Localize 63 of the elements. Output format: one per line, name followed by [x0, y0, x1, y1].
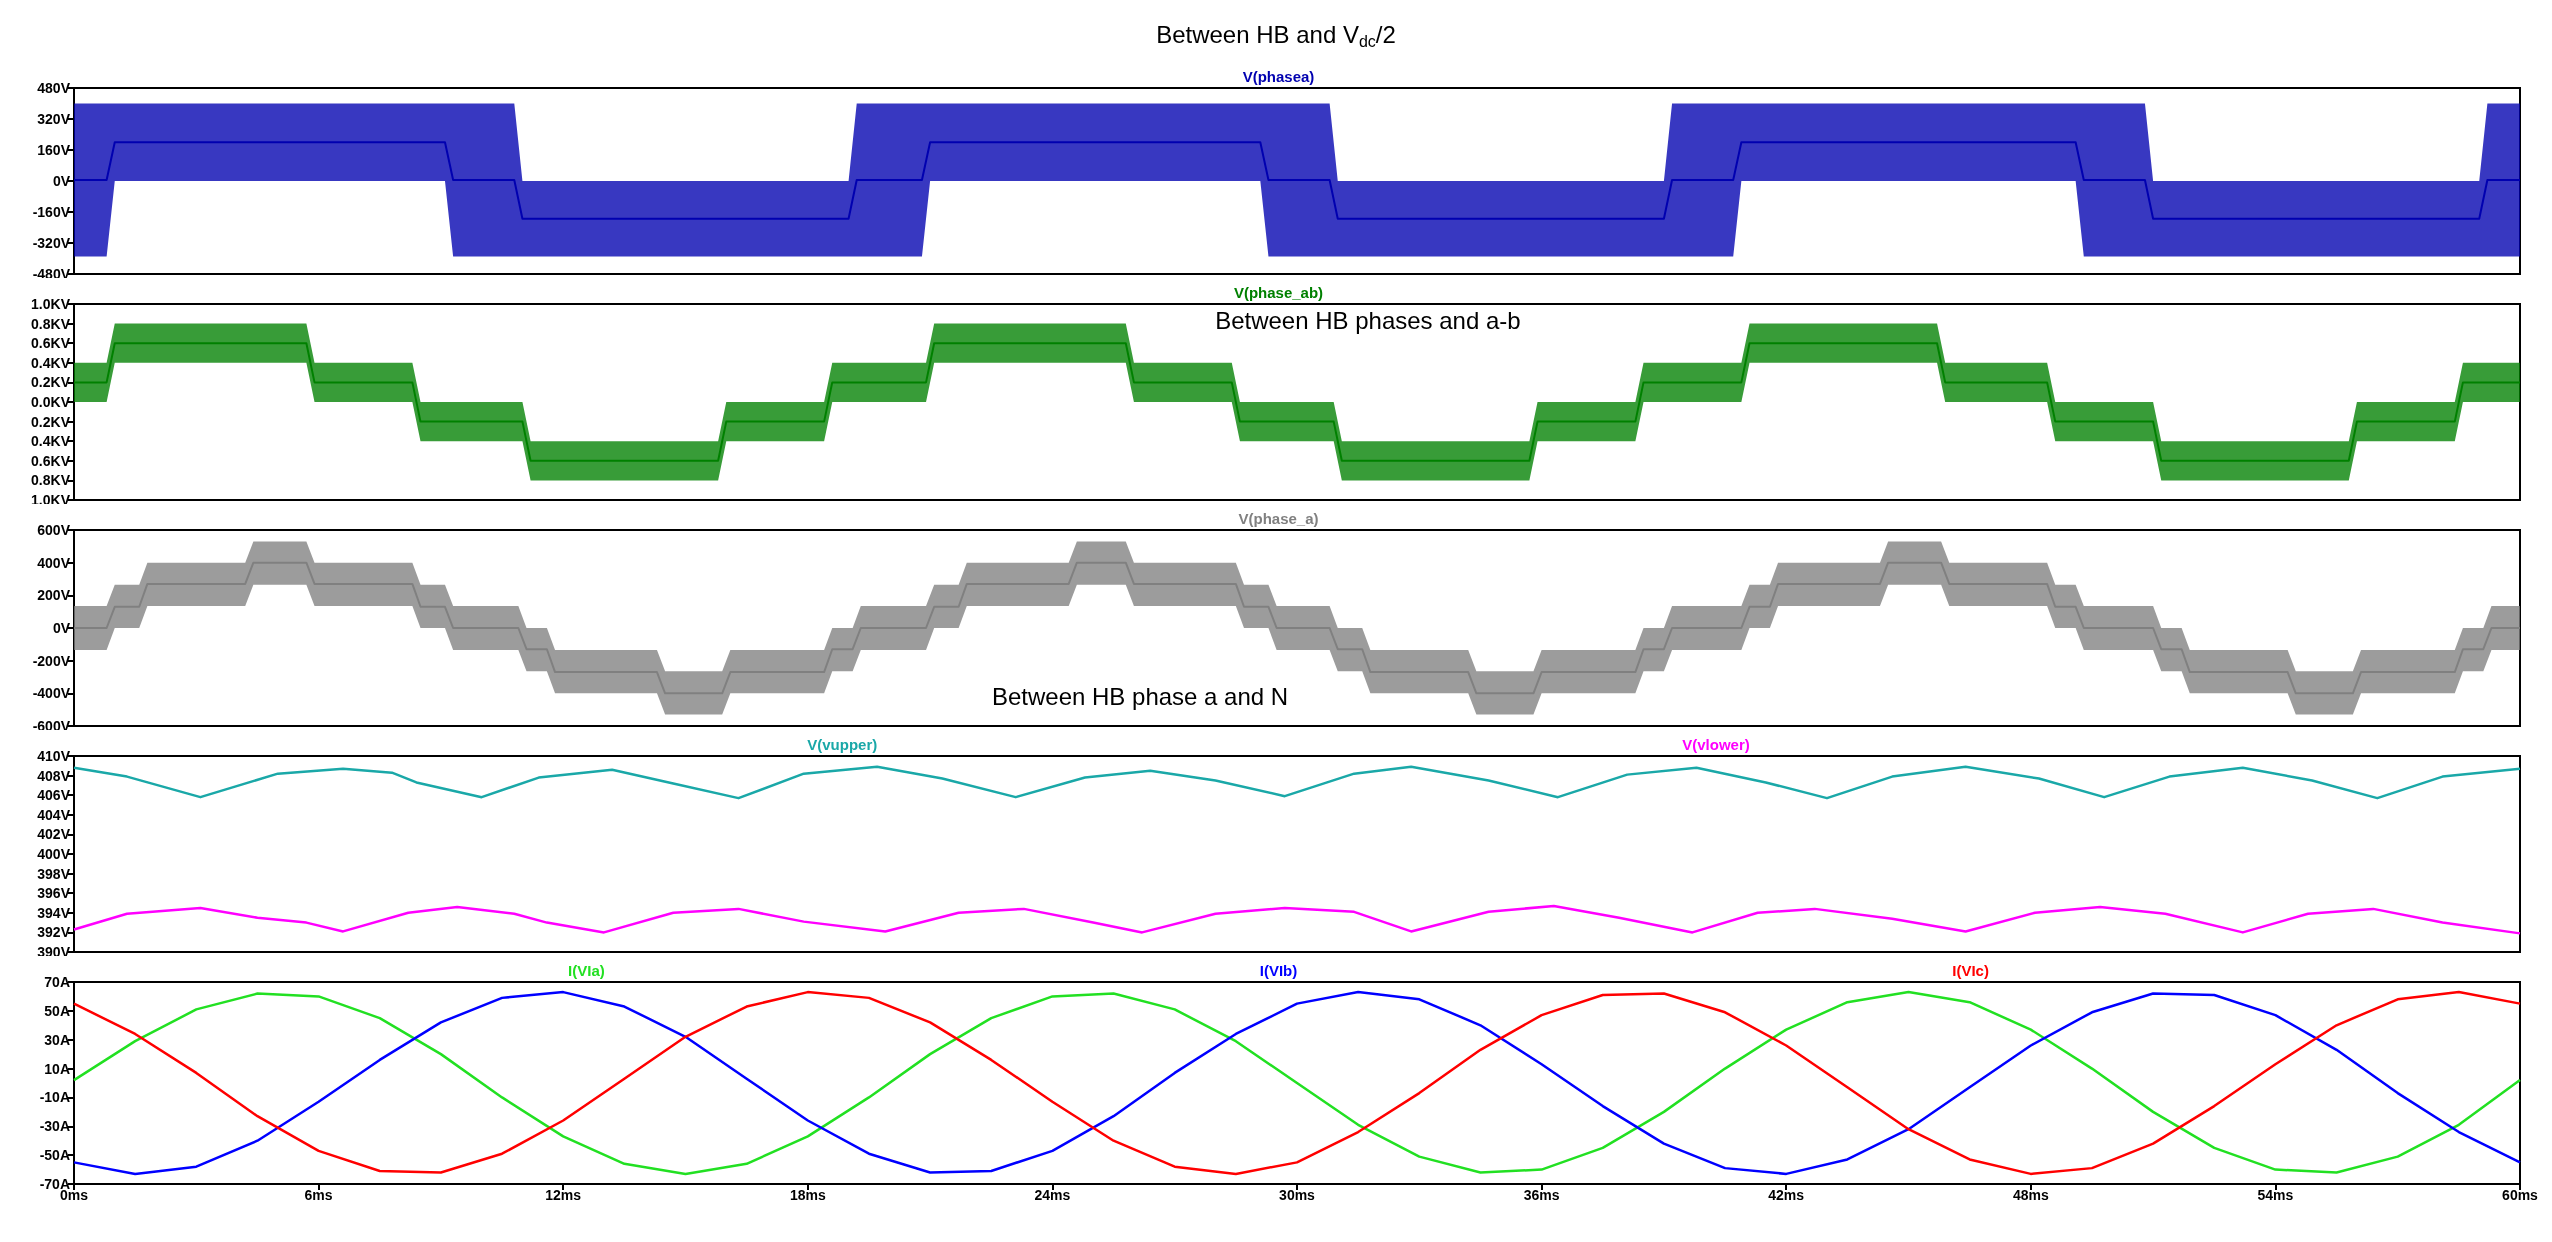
- y-tick-label: 400V: [37, 554, 71, 571]
- y-tick-label: -10A: [39, 1089, 70, 1106]
- y-tick-label: 394V: [37, 904, 71, 921]
- y-tick-label: 600V: [37, 522, 71, 538]
- x-tick-label: 36ms: [1523, 1187, 1560, 1203]
- y-tick-label: 0V: [52, 173, 71, 189]
- y-tick-label: 398V: [37, 865, 71, 882]
- line-series: [72, 765, 2522, 800]
- y-tick-label: -320V: [32, 235, 71, 251]
- x-tick-label: 54ms: [2257, 1187, 2294, 1203]
- y-tick-label: 0.4KV: [31, 354, 71, 371]
- y-tick-label: 30A: [44, 1031, 70, 1048]
- y-tick-label: -50A: [39, 1147, 70, 1164]
- y-tick-label: 408V: [37, 767, 71, 784]
- x-tick-label: 12ms: [545, 1187, 582, 1203]
- y-tick-label: 0.2KV: [31, 413, 71, 430]
- series-label: I(VIb): [1259, 962, 1298, 979]
- text: I(VIc): [1952, 962, 1989, 979]
- y-tick-label: 0.6KV: [31, 452, 71, 469]
- y-tick-label: 0.8KV: [31, 472, 71, 489]
- y-tick-label: -70A: [39, 1176, 70, 1192]
- text: V(phase_ab): [1233, 284, 1324, 301]
- y-tick-label: 406V: [37, 787, 71, 804]
- x-tick-label: 48ms: [2012, 1187, 2049, 1203]
- x-tick-label: 30ms: [1279, 1187, 1316, 1203]
- y-tick-label: 400V: [37, 846, 71, 862]
- y-tick-label: 1.0KV: [31, 296, 71, 312]
- y-tick-label: 50A: [44, 1002, 70, 1019]
- y-tick-label: 0.6KV: [31, 335, 71, 352]
- x-tick-label: 24ms: [1034, 1187, 1071, 1203]
- line-series: [72, 990, 2522, 1176]
- y-tick-label: -200V: [32, 652, 71, 669]
- x-tick-label: 18ms: [789, 1187, 826, 1203]
- y-tick-label: 392V: [37, 924, 71, 941]
- text: I(VIa): [568, 962, 605, 979]
- x-tick-label: 42ms: [1768, 1187, 1805, 1203]
- y-tick-label: 396V: [37, 885, 71, 902]
- x-tick-label: 60ms: [2502, 1187, 2539, 1203]
- y-tick-label: 160V: [37, 142, 71, 158]
- y-tick-label: 0.0KV: [31, 394, 71, 410]
- y-tick-label: 0.8KV: [31, 315, 71, 332]
- y-tick-label: 0.2KV: [31, 374, 71, 391]
- y-tick-label: 0V: [52, 620, 71, 636]
- y-tick-label: 0.4KV: [31, 433, 71, 450]
- y-tick-label: 320V: [37, 111, 71, 127]
- y-tick-label: 200V: [37, 587, 71, 604]
- annotation: Between HB phases and a-b: [1215, 306, 1521, 334]
- y-tick-label: 480V: [37, 80, 71, 96]
- y-tick-label: 410V: [37, 748, 71, 764]
- y-tick-label: 402V: [37, 826, 71, 843]
- annotation: Between HB phase a and N: [991, 682, 1289, 710]
- text: V(phase_a): [1238, 510, 1319, 527]
- y-tick-label: -160V: [32, 204, 71, 220]
- series-label: V(vupper): [807, 736, 878, 753]
- y-tick-label: 10A: [44, 1060, 70, 1077]
- y-tick-label: -400V: [32, 685, 71, 702]
- y-tick-label: -30A: [39, 1118, 70, 1135]
- text: V(phasea): [1242, 68, 1315, 85]
- y-tick-label: 70A: [44, 974, 70, 990]
- line-series: [72, 904, 2522, 935]
- text: V(vlower): [1682, 736, 1750, 753]
- x-tick-label: 6ms: [304, 1187, 333, 1203]
- y-tick-label: 404V: [37, 806, 71, 823]
